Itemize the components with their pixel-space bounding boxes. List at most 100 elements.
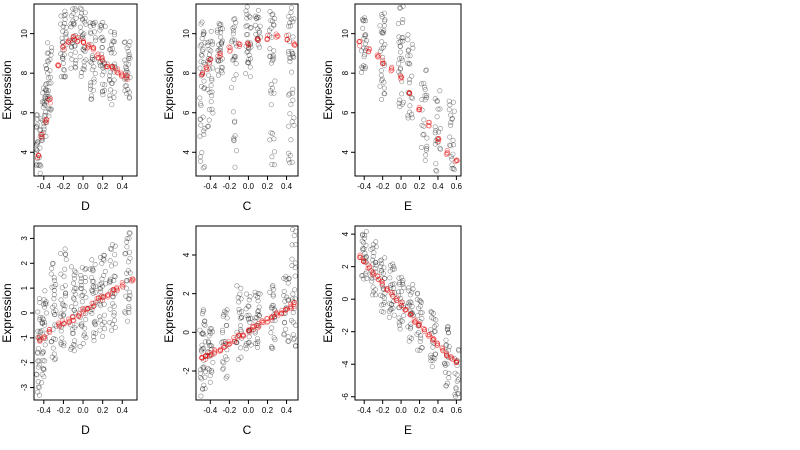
data-point bbox=[49, 265, 55, 271]
data-point bbox=[35, 364, 41, 370]
data-point bbox=[97, 285, 103, 291]
data-point bbox=[34, 124, 40, 130]
data-point bbox=[255, 294, 261, 300]
data-point bbox=[233, 20, 239, 26]
data-point bbox=[256, 313, 262, 319]
data-point bbox=[419, 107, 425, 113]
data-point bbox=[127, 249, 133, 255]
data-point bbox=[199, 331, 205, 337]
data-point bbox=[272, 337, 278, 343]
data-point bbox=[448, 143, 454, 149]
data-point bbox=[285, 280, 291, 286]
data-point bbox=[34, 139, 40, 145]
data-point bbox=[202, 374, 208, 380]
data-point bbox=[230, 28, 236, 34]
data-point bbox=[230, 109, 236, 115]
data-point bbox=[110, 294, 116, 300]
data-point bbox=[59, 335, 65, 341]
data-point bbox=[421, 80, 427, 86]
fitted-point bbox=[402, 307, 408, 313]
data-point bbox=[43, 310, 49, 316]
data-point bbox=[97, 314, 103, 320]
data-point bbox=[92, 318, 98, 324]
data-point bbox=[92, 290, 98, 296]
data-point bbox=[448, 123, 454, 129]
fitted-point bbox=[226, 44, 232, 50]
data-point bbox=[359, 232, 365, 238]
data-point bbox=[87, 266, 93, 272]
data-point bbox=[381, 10, 387, 16]
data-point bbox=[406, 338, 412, 344]
data-point bbox=[397, 65, 403, 71]
data-point bbox=[198, 370, 204, 376]
data-point bbox=[255, 311, 261, 317]
fitted-point bbox=[47, 330, 53, 336]
data-point bbox=[424, 95, 430, 101]
data-point bbox=[91, 319, 97, 325]
data-point bbox=[208, 82, 214, 88]
fitted-point bbox=[124, 76, 131, 82]
data-point bbox=[206, 107, 212, 113]
data-point bbox=[410, 282, 416, 288]
data-point bbox=[36, 392, 42, 398]
y-axis-label: Expression bbox=[0, 283, 14, 342]
data-point bbox=[205, 123, 211, 129]
data-point bbox=[448, 154, 454, 160]
data-point bbox=[108, 42, 114, 48]
data-point bbox=[271, 136, 277, 142]
data-point bbox=[269, 12, 275, 18]
data-point bbox=[405, 60, 411, 66]
data-point bbox=[219, 339, 225, 345]
data-point bbox=[80, 46, 86, 52]
data-point bbox=[35, 139, 41, 145]
data-point bbox=[231, 55, 237, 61]
fitted-point bbox=[241, 333, 247, 339]
data-point bbox=[289, 263, 295, 269]
data-point bbox=[373, 244, 379, 250]
data-point bbox=[72, 268, 78, 274]
data-point bbox=[245, 303, 251, 309]
data-point bbox=[218, 29, 224, 35]
data-point bbox=[253, 13, 259, 19]
data-point bbox=[107, 319, 113, 325]
data-point bbox=[271, 48, 277, 54]
data-point bbox=[269, 161, 275, 167]
data-point bbox=[370, 292, 376, 298]
x-tick-label: 0.2 bbox=[97, 182, 109, 191]
data-point bbox=[217, 45, 223, 51]
data-point bbox=[281, 331, 287, 337]
fitted-point bbox=[399, 299, 405, 305]
data-point bbox=[79, 321, 85, 327]
data-point bbox=[231, 24, 237, 30]
data-point bbox=[198, 52, 204, 58]
data-point bbox=[107, 77, 113, 83]
data-point bbox=[428, 355, 434, 361]
data-point bbox=[443, 342, 449, 348]
data-point bbox=[205, 124, 211, 130]
data-point bbox=[63, 31, 69, 37]
data-point bbox=[220, 327, 226, 333]
data-point bbox=[60, 56, 66, 62]
data-point bbox=[405, 115, 411, 121]
data-point bbox=[69, 56, 75, 62]
data-point bbox=[58, 313, 64, 319]
data-point bbox=[455, 377, 461, 383]
data-point bbox=[112, 32, 118, 38]
data-point bbox=[200, 346, 206, 352]
fitted-point bbox=[76, 37, 82, 43]
data-point bbox=[359, 273, 365, 279]
data-point bbox=[126, 55, 132, 61]
data-point bbox=[89, 96, 95, 102]
data-point bbox=[45, 70, 51, 76]
y-tick-label: 4 bbox=[341, 150, 350, 155]
fitted-point bbox=[406, 89, 412, 96]
data-point bbox=[397, 5, 403, 11]
data-point bbox=[127, 230, 133, 236]
data-point bbox=[70, 11, 76, 17]
data-point bbox=[122, 83, 128, 89]
data-point bbox=[455, 391, 461, 397]
data-point bbox=[218, 40, 224, 46]
fitted-point bbox=[203, 353, 209, 359]
